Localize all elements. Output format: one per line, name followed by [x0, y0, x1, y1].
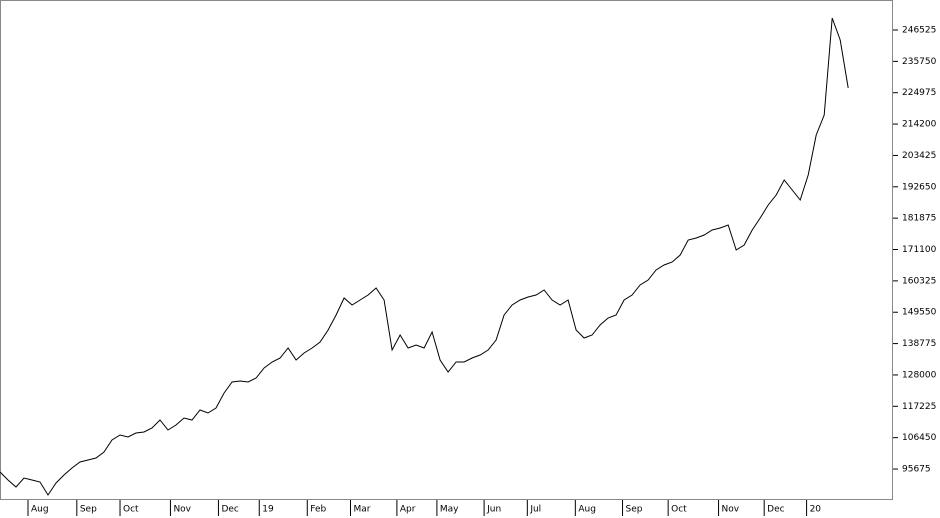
y-tick-label: 192650: [902, 182, 937, 192]
y-tick-label: 203425: [902, 151, 936, 161]
y-tick-label: 235750: [902, 57, 937, 67]
x-tick-label: Feb: [310, 505, 326, 515]
y-tick-label: 117225: [902, 402, 936, 412]
x-tick-label: Jun: [486, 505, 501, 515]
x-tick-label: Apr: [400, 505, 416, 515]
x-tick-label: May: [440, 505, 459, 515]
x-tick-label: Sep: [626, 505, 643, 515]
x-tick-label: Aug: [578, 505, 596, 515]
x-tick-label: Dec: [221, 505, 238, 515]
x-tick-label: Sep: [80, 505, 97, 515]
x-tick-label: 20: [810, 505, 822, 515]
price-line: [0, 17, 849, 496]
y-tick-label: 138775: [902, 339, 936, 349]
x-tick-label: Aug: [31, 505, 49, 515]
y-tick-label: 128000: [902, 370, 937, 380]
x-tick-label: Oct: [671, 505, 687, 515]
y-tick-label: 224975: [902, 88, 936, 98]
y-tick-label: 171100: [902, 245, 937, 255]
plot-frame: [0, 0, 893, 500]
y-tick-label: 95675: [902, 465, 931, 475]
x-tick-label: Nov: [722, 505, 740, 515]
y-tick-label: 214200: [902, 120, 937, 130]
y-tick-label: 160325: [902, 276, 936, 286]
y-tick-label: 106450: [902, 433, 937, 443]
x-tick-label: 19: [262, 505, 274, 515]
x-tick-label: Jul: [529, 505, 541, 515]
x-tick-label: Dec: [767, 505, 784, 515]
y-tick-label: 246525: [902, 26, 936, 36]
x-tick-label: Oct: [123, 505, 139, 515]
x-tick-label: Mar: [353, 505, 370, 515]
y-tick-label: 149550: [902, 308, 937, 318]
y-tick-label: 181875: [902, 214, 936, 224]
x-tick-label: Nov: [173, 505, 191, 515]
